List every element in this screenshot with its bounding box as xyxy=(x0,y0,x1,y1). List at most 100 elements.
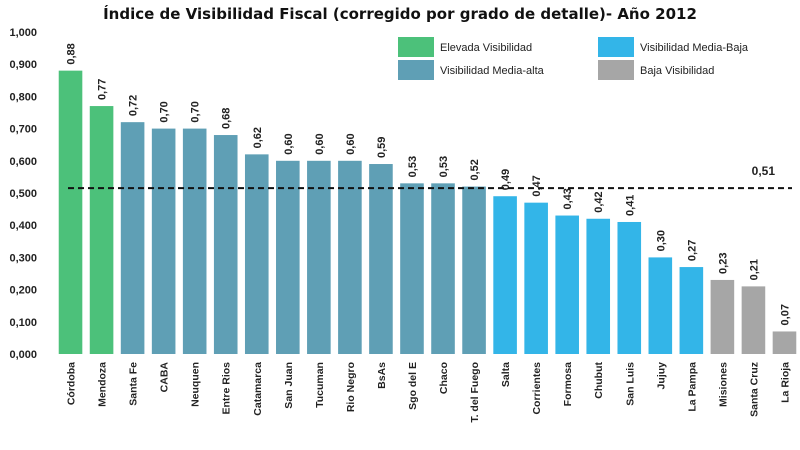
data-label: 0,07 xyxy=(779,304,791,325)
y-tick-label: 0,300 xyxy=(9,252,37,264)
data-label: 0,41 xyxy=(624,195,636,216)
y-tick-label: 0,700 xyxy=(9,124,37,136)
data-label: 0,77 xyxy=(97,79,109,100)
y-tick-label: 0,100 xyxy=(9,317,37,329)
data-label: 0,21 xyxy=(748,259,760,280)
data-label: 0,27 xyxy=(686,240,698,261)
bar xyxy=(493,196,517,354)
reference-line: 0,51 xyxy=(68,164,792,190)
x-tick-label: Santa Fe xyxy=(128,362,140,406)
data-label: 0,53 xyxy=(407,156,419,177)
data-label: 0,52 xyxy=(469,159,481,180)
data-label: 0,42 xyxy=(593,191,605,212)
legend-swatch xyxy=(598,60,634,80)
bar xyxy=(741,286,766,354)
bar xyxy=(462,186,486,354)
data-label: 0,30 xyxy=(655,230,667,251)
data-label: 0,53 xyxy=(438,156,450,177)
x-tick-label: T. del Fuego xyxy=(469,362,481,423)
y-axis: 0,000 0,100 0,200 0,300 0,400 0,500 0,600 0,700… xyxy=(9,27,37,361)
data-label: 0,60 xyxy=(314,133,326,154)
bar xyxy=(89,106,114,354)
bar xyxy=(772,331,797,354)
x-tick-label: Catamarca xyxy=(252,362,264,416)
data-label: 0,70 xyxy=(159,101,171,122)
x-tick-label: Chaco xyxy=(438,362,450,394)
bar xyxy=(710,279,735,354)
bar xyxy=(400,183,424,354)
legend-swatch xyxy=(398,37,434,57)
bar xyxy=(617,221,642,354)
x-tick-label: CABA xyxy=(159,362,171,393)
data-label: 0,59 xyxy=(376,137,388,158)
bar xyxy=(555,215,579,354)
y-tick-label: 0,600 xyxy=(9,156,37,168)
legend-label: Elevada Visibilidad xyxy=(440,42,532,54)
bar xyxy=(648,257,673,354)
data-label: 0,23 xyxy=(717,253,729,274)
x-tick-label: Corrientes xyxy=(531,362,543,415)
bar xyxy=(307,160,331,354)
x-tick-label: BsAs xyxy=(376,362,388,389)
x-tick-label: Mendoza xyxy=(97,362,109,407)
bar xyxy=(679,267,704,354)
data-label: 0,60 xyxy=(283,133,295,154)
bar xyxy=(182,128,207,354)
data-label: 0,60 xyxy=(345,133,357,154)
bar xyxy=(151,128,176,354)
legend-label: Visibilidad Media-alta xyxy=(440,65,545,77)
y-tick-label: 0,800 xyxy=(9,91,37,103)
x-tick-label: La Rioja xyxy=(779,362,791,403)
legend-swatch xyxy=(598,37,634,57)
data-label: 0,43 xyxy=(562,188,574,209)
x-tick-label: Chubut xyxy=(593,362,605,399)
legend: Elevada Visibilidad Visibilidad Media-Baj… xyxy=(393,30,790,88)
x-tick-label: Formosa xyxy=(562,362,574,407)
y-tick-label: 0,000 xyxy=(9,349,37,361)
data-labels: 0,88 0,77 0,72 0,70 0,70 0,68 0,62 0,60 0,60 0,60… xyxy=(66,43,792,325)
bar xyxy=(338,160,362,354)
x-tick-label: Rio Negro xyxy=(345,362,357,412)
legend-swatch xyxy=(398,60,434,80)
data-label: 0,72 xyxy=(128,95,140,116)
data-label: 0,62 xyxy=(252,127,264,148)
x-tick-label: Santa Cruz xyxy=(748,362,760,417)
data-label: 0,88 xyxy=(66,43,78,64)
data-label: 0,49 xyxy=(500,169,512,190)
x-tick-label: Entre Rios xyxy=(221,362,233,415)
bars xyxy=(58,70,797,354)
bar xyxy=(431,183,455,354)
x-tick-label: La Pampa xyxy=(686,362,698,412)
x-tick-label: Misiones xyxy=(717,362,729,407)
bar xyxy=(58,70,83,354)
x-tick-label: San Juan xyxy=(283,362,295,409)
y-tick-label: 0,500 xyxy=(9,188,37,200)
x-tick-label: Tucuman xyxy=(314,362,326,408)
bar xyxy=(120,122,145,354)
y-tick-label: 0,400 xyxy=(9,220,37,232)
y-tick-label: 0,900 xyxy=(9,59,37,71)
data-label: 0,47 xyxy=(531,175,543,196)
bar xyxy=(244,154,269,354)
chart-title: Índice de Visibilidad Fiscal (corregido … xyxy=(103,4,697,23)
x-tick-label: Neuquen xyxy=(190,362,202,407)
y-tick-label: 1,000 xyxy=(9,27,37,39)
y-tick-label: 0,200 xyxy=(9,285,37,297)
x-tick-label: Sgo del E xyxy=(407,362,419,410)
reference-line-label: 0,51 xyxy=(752,164,776,178)
legend-label: Baja Visibilidad xyxy=(640,65,714,77)
x-tick-label: Córdoba xyxy=(66,362,78,405)
bar xyxy=(213,135,238,354)
data-label: 0,68 xyxy=(221,108,233,129)
bar xyxy=(586,218,611,354)
legend-box xyxy=(393,30,790,88)
x-tick-label: San Luis xyxy=(624,362,636,406)
x-tick-label: Jujuy xyxy=(655,362,667,390)
bar xyxy=(276,160,300,354)
legend-label: Visibilidad Media-Baja xyxy=(640,42,749,54)
data-label: 0,70 xyxy=(190,101,202,122)
x-axis-ticks: Córdoba Mendoza Santa Fe CABA Neuquen Entre R… xyxy=(66,362,792,423)
x-tick-label: Salta xyxy=(500,362,512,387)
bar xyxy=(369,164,393,354)
